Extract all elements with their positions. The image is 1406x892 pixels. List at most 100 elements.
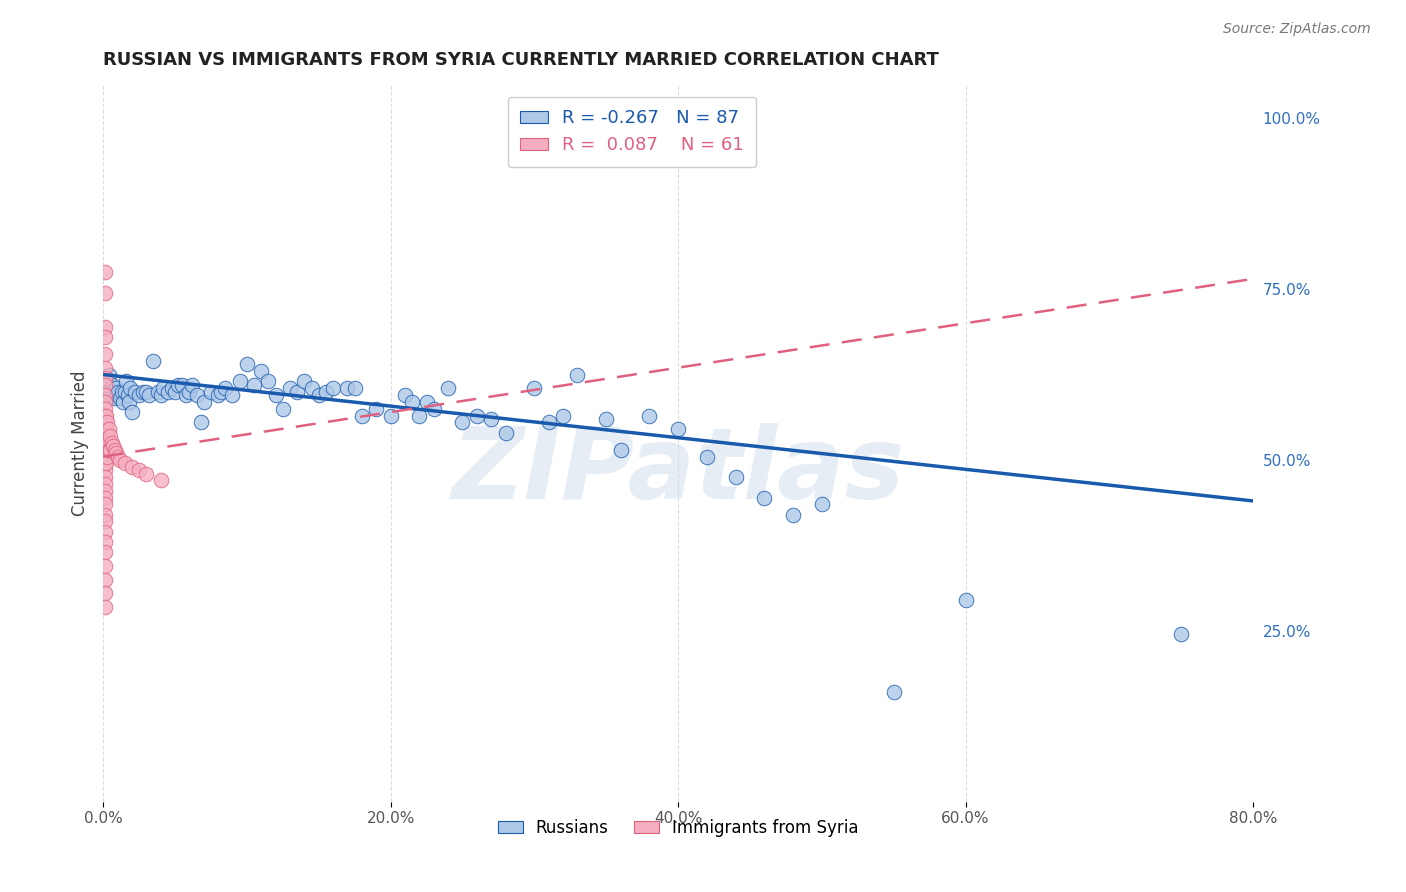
Text: RUSSIAN VS IMMIGRANTS FROM SYRIA CURRENTLY MARRIED CORRELATION CHART: RUSSIAN VS IMMIGRANTS FROM SYRIA CURRENT… — [103, 51, 939, 69]
Point — [105, 381, 128, 395]
Point — [94, 456, 117, 470]
Point — [138, 388, 160, 402]
Point — [146, 384, 169, 399]
Text: ZIPatlas: ZIPatlas — [451, 423, 904, 520]
Point — [366, 401, 388, 416]
Point — [415, 395, 437, 409]
Point — [107, 384, 129, 399]
Point — [724, 470, 747, 484]
Point — [93, 535, 115, 549]
Point — [98, 442, 121, 457]
Point — [121, 459, 143, 474]
Point — [437, 381, 460, 395]
Point — [278, 381, 301, 395]
Point — [394, 388, 416, 402]
Point — [264, 388, 287, 402]
Point — [93, 456, 115, 470]
Point — [94, 371, 117, 385]
Y-axis label: Currently Married: Currently Married — [72, 370, 89, 516]
Point — [810, 497, 832, 511]
Point — [93, 395, 115, 409]
Point — [114, 456, 136, 470]
Point — [160, 381, 183, 395]
Point — [110, 453, 132, 467]
Point — [93, 491, 115, 505]
Point — [114, 384, 136, 399]
Point — [100, 435, 122, 450]
Point — [782, 508, 804, 522]
Point — [315, 384, 337, 399]
Point — [380, 409, 402, 423]
Point — [181, 377, 204, 392]
Point — [97, 368, 120, 382]
Point — [754, 491, 776, 505]
Point — [93, 476, 115, 491]
Point — [156, 384, 179, 399]
Point — [142, 354, 165, 368]
Point — [112, 395, 135, 409]
Point — [94, 442, 117, 457]
Point — [595, 412, 617, 426]
Point — [93, 558, 115, 573]
Point — [93, 442, 115, 457]
Point — [193, 395, 215, 409]
Point — [257, 375, 280, 389]
Point — [250, 364, 273, 378]
Point — [93, 360, 115, 375]
Point — [152, 381, 174, 395]
Point — [666, 422, 689, 436]
Legend: Russians, Immigrants from Syria: Russians, Immigrants from Syria — [491, 812, 865, 844]
Point — [221, 388, 243, 402]
Point — [179, 384, 201, 399]
Point — [537, 415, 560, 429]
Point — [103, 384, 125, 399]
Point — [285, 384, 308, 399]
Point — [350, 409, 373, 423]
Point — [96, 384, 118, 399]
Point — [93, 422, 115, 436]
Point — [551, 409, 574, 423]
Point — [401, 395, 423, 409]
Point — [100, 377, 122, 392]
Point — [523, 381, 546, 395]
Point — [883, 685, 905, 699]
Point — [96, 442, 118, 457]
Point — [93, 435, 115, 450]
Point — [93, 508, 115, 522]
Point — [271, 401, 294, 416]
Point — [93, 524, 115, 539]
Point — [93, 319, 115, 334]
Point — [93, 483, 115, 498]
Point — [149, 388, 172, 402]
Point — [93, 429, 115, 443]
Point — [93, 401, 115, 416]
Point — [93, 415, 115, 429]
Point — [94, 450, 117, 464]
Point — [135, 384, 157, 399]
Point — [93, 470, 115, 484]
Point — [93, 497, 115, 511]
Point — [94, 409, 117, 423]
Point — [97, 442, 120, 457]
Point — [228, 375, 250, 389]
Point — [422, 401, 444, 416]
Point — [200, 384, 222, 399]
Point — [209, 384, 232, 399]
Point — [121, 405, 143, 419]
Point — [451, 415, 474, 429]
Point — [190, 415, 212, 429]
Point — [301, 381, 323, 395]
Point — [93, 463, 115, 477]
Point — [93, 285, 115, 300]
Point — [336, 381, 359, 395]
Point — [117, 388, 139, 402]
Point — [124, 384, 146, 399]
Point — [103, 439, 125, 453]
Point — [1170, 627, 1192, 641]
Point — [128, 388, 150, 402]
Point — [567, 368, 589, 382]
Text: Source: ZipAtlas.com: Source: ZipAtlas.com — [1223, 22, 1371, 37]
Point — [132, 384, 155, 399]
Point — [236, 357, 259, 371]
Point — [243, 377, 266, 392]
